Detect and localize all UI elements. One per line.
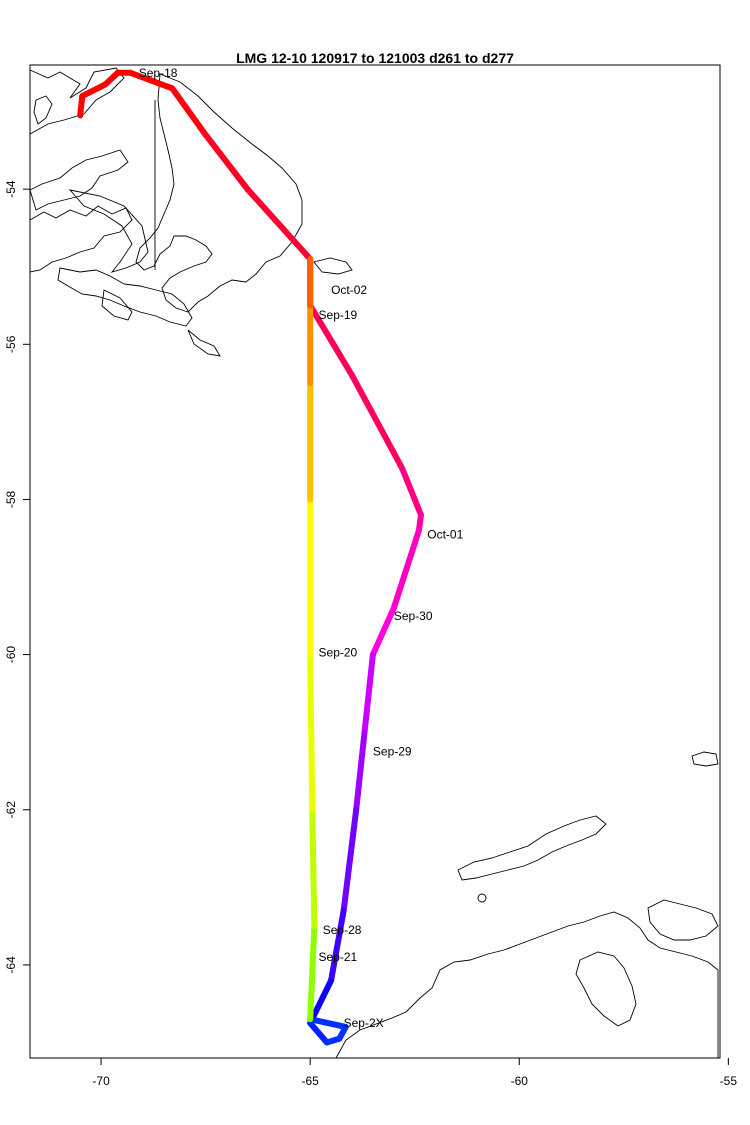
y-axis: -54 -56 -58 -60 -62 -64 [4, 180, 30, 974]
date-label: Oct-02 [331, 283, 367, 297]
track-segment [79, 81, 109, 100]
date-label: Sep-20 [319, 645, 358, 659]
track-segment [340, 806, 360, 914]
x-tick-label: -55 [720, 1074, 738, 1088]
date-label: Sep-29 [373, 745, 412, 759]
date-label: Sep-28 [323, 923, 362, 937]
map-title: LMG 12-10 120917 to 121003 d261 to d277 [236, 50, 514, 66]
coastlines [29, 67, 719, 1059]
x-tick-label: -60 [511, 1074, 529, 1088]
x-tick-label: -70 [92, 1074, 110, 1088]
track-segment [307, 1020, 330, 1046]
y-tick-label: -62 [4, 801, 18, 819]
date-label: Sep-30 [394, 609, 433, 623]
y-tick-label: -60 [4, 646, 18, 664]
track-segment [307, 923, 318, 1023]
track-segment [369, 605, 397, 658]
track-segment [353, 729, 368, 813]
track-segment [349, 372, 406, 472]
track-segment [399, 465, 424, 518]
track-segment [148, 77, 176, 92]
y-tick-label: -58 [4, 490, 18, 508]
track-segment [307, 302, 355, 379]
date-label: Sep-2X [344, 1016, 384, 1030]
track-segment [307, 1016, 349, 1030]
x-tick-label: -65 [302, 1074, 320, 1088]
track-segment [127, 69, 155, 84]
date-label: Sep-21 [319, 950, 358, 964]
track-segment [361, 651, 376, 736]
y-tick-label: -64 [4, 956, 18, 974]
track-segment [244, 186, 314, 262]
ship-track [77, 69, 424, 1046]
y-tick-label: -54 [4, 180, 18, 198]
track-segment [390, 527, 422, 612]
track-segment [77, 93, 86, 119]
track-segment [328, 907, 347, 984]
track-segment [307, 977, 335, 1027]
track-segment [202, 131, 251, 193]
date-label: Oct-01 [427, 527, 463, 541]
y-tick-label: -56 [4, 335, 18, 353]
date-label: Sep-19 [319, 308, 358, 322]
track-segment [309, 806, 318, 930]
track-segment [169, 85, 209, 138]
x-axis: -70 -65 -60 -55 [92, 1058, 737, 1088]
date-label: Sep-18 [139, 66, 178, 80]
plot-frame [29, 64, 721, 1059]
date-labels: Sep-18 Oct-02 Sep-19 Oct-01 Sep-30 Sep-20 Sep-… [139, 66, 464, 1030]
track-segment [307, 651, 316, 813]
